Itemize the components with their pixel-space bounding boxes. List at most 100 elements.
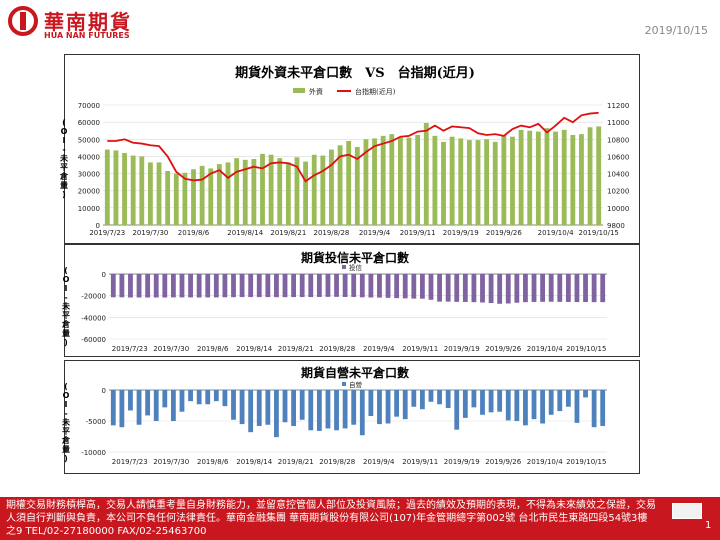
x-tick-label: 2019/9/11 [400, 229, 436, 237]
bar [480, 390, 485, 415]
x-tick-label: 2019/9/26 [485, 345, 521, 353]
bar [475, 140, 481, 225]
legend-label: 外資 [309, 87, 323, 96]
chart-legend: 投信 [342, 263, 363, 272]
x-tick-label: 2019/8/6 [178, 229, 210, 237]
bar [423, 123, 429, 225]
y-axis-label: (O I - 未平倉量) [60, 118, 68, 199]
bar [540, 390, 546, 424]
bar [372, 138, 377, 225]
y2-tick-label: 10000 [607, 205, 629, 213]
bar [337, 145, 343, 225]
bar [122, 153, 127, 225]
bar [518, 129, 524, 225]
trust-chart-panel: 期貨投信未平倉口數 投信 0 -20000 -40000 -60000 2019/7/2… [64, 244, 640, 357]
bar [377, 274, 382, 298]
x-tick-label: 2019/9/19 [443, 229, 479, 237]
bar [342, 390, 348, 429]
page-number: 1 [705, 520, 712, 531]
y-tick-label: -10000 [81, 449, 106, 457]
bar [428, 274, 434, 300]
x-tick-label: 2019/8/6 [197, 345, 229, 353]
bar [334, 274, 339, 297]
bar [128, 390, 133, 411]
bar [162, 390, 168, 408]
x-tick-label: 2019/7/23 [89, 229, 125, 237]
bar [231, 390, 236, 420]
bar [274, 274, 279, 298]
bar [377, 390, 382, 425]
brand-name-cn: 華南期貨 [44, 10, 132, 34]
y-tick-label: 70000 [78, 102, 100, 110]
bar [311, 154, 317, 225]
bar [205, 274, 211, 298]
bar [248, 390, 254, 433]
x-tick-label: 2019/9/11 [402, 345, 438, 353]
y-tick-label: 50000 [78, 136, 100, 144]
chart-title: 期貨自營未平倉口數 [301, 365, 409, 380]
x-tick-label: 2019/7/30 [153, 345, 189, 353]
bar [368, 390, 374, 417]
bar [136, 274, 142, 298]
bar [445, 390, 451, 408]
bar [294, 157, 300, 225]
bar [505, 390, 511, 421]
bar [380, 135, 386, 225]
bar [119, 390, 125, 428]
bar [325, 274, 331, 297]
bar [282, 274, 288, 298]
x-tick-label: 2019/8/21 [278, 345, 314, 353]
brand-name-en: HUA NAN FUTURES [44, 31, 130, 40]
bar [591, 390, 597, 428]
bar [199, 165, 205, 225]
y2-tick-label: 10600 [607, 153, 629, 161]
bar [334, 390, 339, 431]
bar [368, 274, 374, 298]
y-tick-label: -40000 [81, 314, 106, 322]
bar [471, 274, 477, 303]
legend-label: 自營 [349, 380, 363, 389]
bar [110, 390, 116, 426]
bar [501, 135, 507, 225]
bar [268, 154, 274, 225]
bar [213, 390, 219, 402]
x-tick-label: 2019/8/21 [270, 229, 306, 237]
bar [351, 274, 357, 297]
bar [256, 390, 262, 426]
bar [188, 390, 193, 402]
y-tick-label: -60000 [81, 336, 106, 344]
x-tick-label: 2019/10/15 [566, 345, 606, 353]
y2-tick-label: 10200 [607, 188, 629, 196]
bar [260, 153, 265, 225]
bar [561, 129, 567, 225]
y2-tick-label: 10800 [607, 136, 629, 144]
bar [316, 274, 322, 297]
bar [415, 135, 421, 225]
bar [113, 150, 119, 225]
bar [299, 390, 305, 420]
bar [251, 159, 257, 225]
bar [591, 274, 597, 303]
y-tick-label: 20000 [78, 188, 100, 196]
bar [411, 274, 417, 299]
bar [359, 274, 365, 298]
bar [531, 274, 537, 302]
bar [222, 274, 228, 298]
bar [316, 390, 322, 431]
x-tick-label: 2019/9/4 [363, 345, 395, 353]
bar [411, 390, 417, 407]
bar [359, 390, 365, 436]
bar [308, 274, 314, 298]
y-tick-label: 40000 [78, 153, 100, 161]
y-tick-label: 0 [96, 222, 100, 230]
y2-tick-label: 10400 [607, 171, 629, 179]
bar [170, 274, 176, 298]
footer-disclaimer-bar: 期權交易財務槓桿高，交易人請慎重考量自身財務能力，並留意控管個人部位及投資風險；… [0, 497, 720, 540]
bar [419, 390, 425, 410]
bar [136, 390, 142, 425]
bar [574, 274, 580, 303]
bar [110, 274, 116, 298]
bar [480, 274, 485, 303]
bar [514, 274, 520, 303]
bar [565, 390, 571, 407]
